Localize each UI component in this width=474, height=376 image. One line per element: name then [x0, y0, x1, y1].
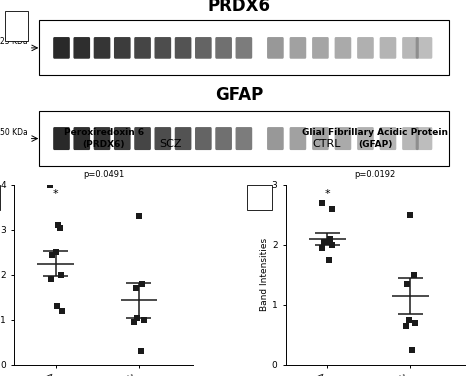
FancyBboxPatch shape	[155, 127, 171, 150]
FancyBboxPatch shape	[175, 37, 191, 59]
FancyBboxPatch shape	[380, 37, 396, 59]
FancyBboxPatch shape	[402, 127, 419, 150]
FancyBboxPatch shape	[335, 37, 351, 59]
FancyBboxPatch shape	[357, 127, 374, 150]
FancyBboxPatch shape	[195, 37, 212, 59]
Text: 50 KDa: 50 KDa	[0, 127, 27, 136]
Text: 25 KDa: 25 KDa	[0, 37, 27, 46]
FancyBboxPatch shape	[312, 127, 329, 150]
Y-axis label: Band Intensities: Band Intensities	[260, 238, 269, 311]
Text: SCZ: SCZ	[159, 139, 182, 149]
Text: p=0.0491: p=0.0491	[83, 170, 124, 179]
FancyBboxPatch shape	[312, 37, 329, 59]
Text: Glial Fibrillary Acidic Protein
(GFAP): Glial Fibrillary Acidic Protein (GFAP)	[302, 128, 448, 149]
FancyBboxPatch shape	[335, 127, 351, 150]
FancyBboxPatch shape	[402, 37, 419, 59]
FancyBboxPatch shape	[357, 37, 374, 59]
Text: CTRL: CTRL	[313, 139, 341, 149]
FancyBboxPatch shape	[155, 37, 171, 59]
Text: *: *	[325, 190, 330, 199]
FancyBboxPatch shape	[267, 37, 284, 59]
FancyBboxPatch shape	[114, 37, 131, 59]
Text: Peroxiredoxin 6
(PRDX6): Peroxiredoxin 6 (PRDX6)	[64, 128, 144, 149]
FancyBboxPatch shape	[246, 185, 272, 210]
Text: *: *	[53, 190, 59, 199]
FancyBboxPatch shape	[53, 37, 70, 59]
FancyBboxPatch shape	[94, 37, 110, 59]
FancyBboxPatch shape	[39, 20, 449, 76]
Title: GFAP: GFAP	[215, 86, 264, 104]
FancyBboxPatch shape	[290, 37, 306, 59]
FancyBboxPatch shape	[236, 127, 252, 150]
FancyBboxPatch shape	[39, 111, 449, 166]
FancyBboxPatch shape	[94, 127, 110, 150]
FancyBboxPatch shape	[73, 127, 90, 150]
FancyBboxPatch shape	[380, 127, 396, 150]
FancyBboxPatch shape	[53, 127, 70, 150]
FancyBboxPatch shape	[195, 127, 212, 150]
FancyBboxPatch shape	[290, 127, 306, 150]
FancyBboxPatch shape	[416, 127, 432, 150]
FancyBboxPatch shape	[114, 127, 131, 150]
FancyBboxPatch shape	[73, 37, 90, 59]
FancyBboxPatch shape	[134, 37, 151, 59]
FancyBboxPatch shape	[215, 127, 232, 150]
FancyBboxPatch shape	[416, 37, 432, 59]
Title: PRDX6: PRDX6	[208, 0, 271, 15]
Text: p=0.0192: p=0.0192	[355, 170, 396, 179]
FancyBboxPatch shape	[267, 127, 284, 150]
FancyBboxPatch shape	[134, 127, 151, 150]
FancyBboxPatch shape	[236, 37, 252, 59]
FancyBboxPatch shape	[215, 37, 232, 59]
FancyBboxPatch shape	[175, 127, 191, 150]
